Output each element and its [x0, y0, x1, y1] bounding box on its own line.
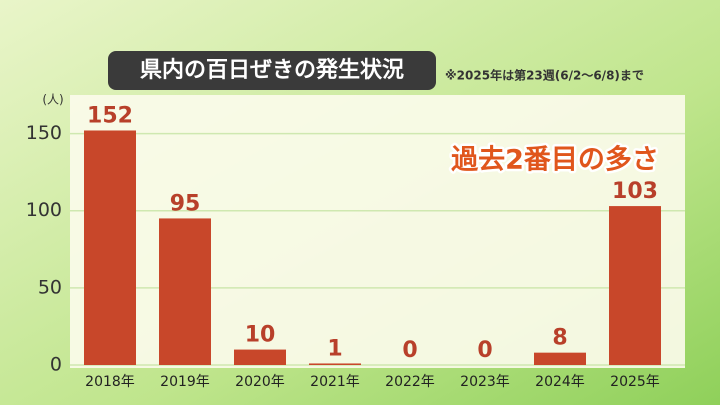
- value-label: 0: [402, 338, 417, 363]
- value-label: 95: [170, 191, 201, 216]
- bar: [534, 352, 586, 365]
- y-tick-label: 0: [50, 354, 62, 376]
- title-box: [108, 51, 436, 90]
- x-tick-label: 2019年: [160, 374, 210, 390]
- chart-title: 県内の百日ぜきの発生状況: [140, 58, 404, 83]
- value-label: 8: [552, 326, 567, 351]
- bar: [159, 218, 211, 365]
- y-tick-label: 50: [38, 276, 62, 298]
- bar: [309, 363, 361, 365]
- x-tick-label: 2021年: [310, 374, 360, 390]
- bar: [234, 349, 286, 365]
- value-label: 103: [612, 179, 658, 204]
- x-tick-label: 2022年: [385, 374, 435, 390]
- x-tick-label: 2023年: [460, 374, 510, 390]
- x-tick-label: 2018年: [85, 374, 135, 390]
- y-axis-label: (人): [42, 93, 63, 107]
- value-label: 1: [327, 336, 342, 361]
- y-tick-label: 100: [26, 199, 62, 221]
- note: ※2025年は第23週(6/2～6/8)まで: [445, 68, 644, 83]
- x-tick-label: 2020年: [235, 374, 285, 390]
- x-tick-label: 2025年: [610, 374, 660, 390]
- y-tick-label: 150: [26, 122, 62, 144]
- value-label: 0: [477, 338, 492, 363]
- bar: [84, 130, 136, 365]
- value-label: 10: [245, 323, 276, 348]
- bar: [609, 206, 661, 365]
- annotation: 過去2番目の多さ: [451, 145, 659, 176]
- value-label: 152: [87, 103, 133, 128]
- x-tick-label: 2024年: [535, 374, 585, 390]
